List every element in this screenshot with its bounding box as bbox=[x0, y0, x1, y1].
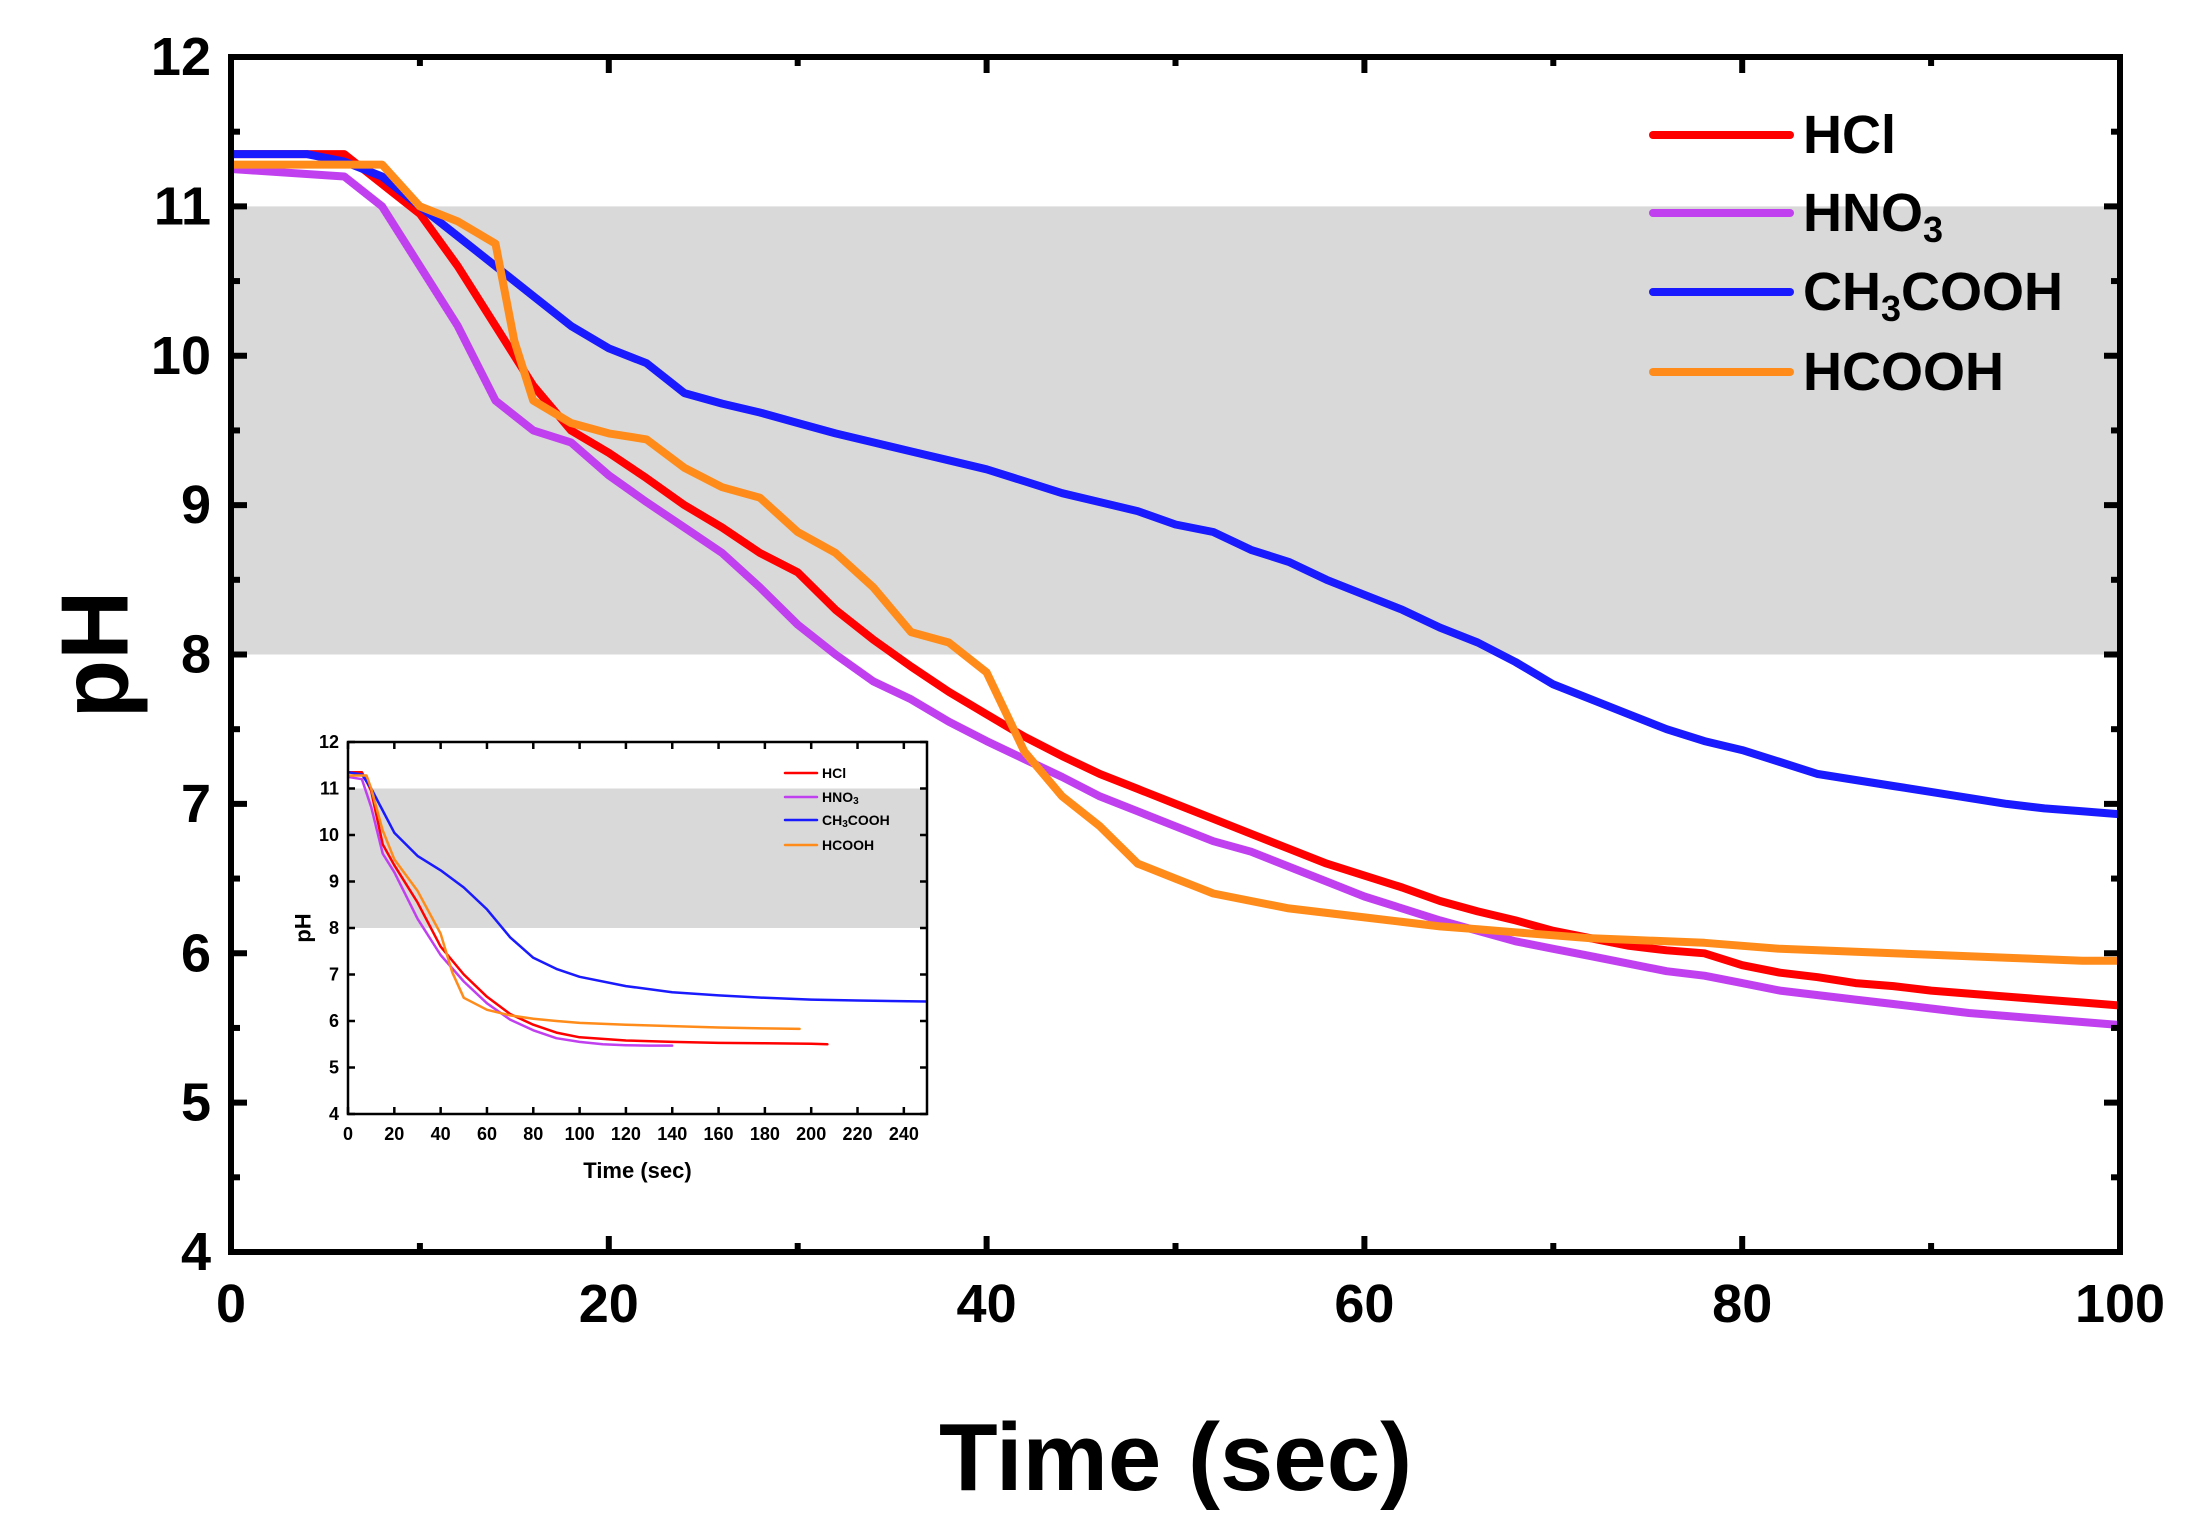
inset-x-tick-label: 60 bbox=[477, 1124, 497, 1144]
inset-y-tick-label: 5 bbox=[329, 1058, 339, 1078]
inset-chart: 0 20 40 60 80 100 120 140 160 180 200 220 240 4 5 6 7 8 9 1… bbox=[291, 732, 929, 1183]
main-y-tick-label: 6 bbox=[181, 923, 211, 983]
inset-series-line-hcooh bbox=[348, 774, 801, 1031]
inset-y-tick-label: 6 bbox=[329, 1011, 339, 1031]
inset-shaded-band bbox=[348, 788, 927, 928]
inset-x-tick-label: 20 bbox=[384, 1124, 404, 1144]
inset-y-tick-label: 7 bbox=[329, 965, 339, 985]
main-x-tick-label: 40 bbox=[957, 1274, 1017, 1334]
inset-y-tick-label: 10 bbox=[319, 825, 339, 845]
inset-series-group bbox=[348, 770, 927, 1047]
inset-y-tick-label: 9 bbox=[329, 872, 339, 892]
inset-x-tick-label: 180 bbox=[750, 1124, 780, 1144]
main-series-line-hcooh bbox=[231, 160, 2120, 965]
main-y-tick-label: 8 bbox=[181, 625, 211, 685]
inset-series-line-hno3 bbox=[348, 775, 674, 1047]
main-series-line-hcl bbox=[231, 150, 2120, 1010]
main-legend: HCl HNO3 CH3COOH HCOOH bbox=[1649, 105, 2063, 402]
main-y-tick-label: 11 bbox=[154, 176, 211, 236]
inset-x-tick-label: 0 bbox=[343, 1124, 353, 1144]
main-x-tick-label: 20 bbox=[579, 1274, 639, 1334]
main-x-axis-label: Time (sec) bbox=[939, 1404, 1412, 1511]
main-x-tick-label: 80 bbox=[1712, 1274, 1772, 1334]
main-series-line-ch3cooh bbox=[231, 150, 2120, 819]
main-y-tick-label: 7 bbox=[181, 774, 211, 834]
main-legend-label-hcl: HCl bbox=[1803, 105, 1896, 165]
main-legend-label-ch3cooh: CH3COOH bbox=[1803, 262, 2063, 329]
inset-legend-label-hno3: HNO3 bbox=[822, 789, 859, 807]
inset-y-tick-label: 12 bbox=[319, 732, 339, 752]
inset-series-line-hcl bbox=[348, 770, 829, 1046]
inset-y-tick-label: 8 bbox=[329, 918, 339, 938]
inset-x-axis-label: Time (sec) bbox=[583, 1158, 691, 1183]
inset-legend: HCl HNO3 CH3COOH HCOOH bbox=[783, 765, 890, 853]
main-x-tick-label: 60 bbox=[1334, 1274, 1394, 1334]
inset-legend-label-hcooh: HCOOH bbox=[822, 837, 874, 853]
main-y-tick-label: 12 bbox=[151, 27, 211, 87]
main-x-tick-label: 0 bbox=[216, 1274, 246, 1334]
main-y-axis-label: pH bbox=[42, 591, 149, 719]
inset-x-tick-label: 240 bbox=[889, 1124, 919, 1144]
inset-legend-label-ch3cooh: CH3COOH bbox=[822, 812, 890, 830]
inset-x-tick-label: 140 bbox=[657, 1124, 687, 1144]
main-y-tick-label: 10 bbox=[151, 326, 211, 386]
inset-x-tick-label: 220 bbox=[842, 1124, 872, 1144]
inset-x-tick-label: 80 bbox=[523, 1124, 543, 1144]
inset-y-tick-label: 11 bbox=[320, 779, 339, 799]
inset-x-tick-label: 200 bbox=[796, 1124, 826, 1144]
inset-series-line-ch3cooh bbox=[348, 770, 927, 1003]
inset-y-tick-label: 4 bbox=[329, 1104, 339, 1124]
inset-x-tick-label: 160 bbox=[704, 1124, 734, 1144]
inset-x-tick-label: 120 bbox=[611, 1124, 641, 1144]
inset-y-axis-label: pH bbox=[291, 913, 316, 942]
main-y-tick-label: 4 bbox=[181, 1222, 211, 1282]
inset-legend-label-hcl: HCl bbox=[822, 765, 846, 781]
main-legend-label-hcooh: HCOOH bbox=[1803, 342, 2004, 402]
inset-x-tick-label: 100 bbox=[565, 1124, 595, 1144]
main-x-tick-label: 100 bbox=[2075, 1274, 2165, 1334]
inset-x-tick-label: 40 bbox=[431, 1124, 451, 1144]
main-legend-label-hno3: HNO3 bbox=[1803, 183, 1943, 250]
main-y-tick-label: 9 bbox=[181, 475, 211, 535]
main-series-line-hno3 bbox=[231, 165, 2120, 1029]
main-y-tick-label: 5 bbox=[181, 1073, 211, 1133]
main-series-group bbox=[231, 150, 2120, 1029]
